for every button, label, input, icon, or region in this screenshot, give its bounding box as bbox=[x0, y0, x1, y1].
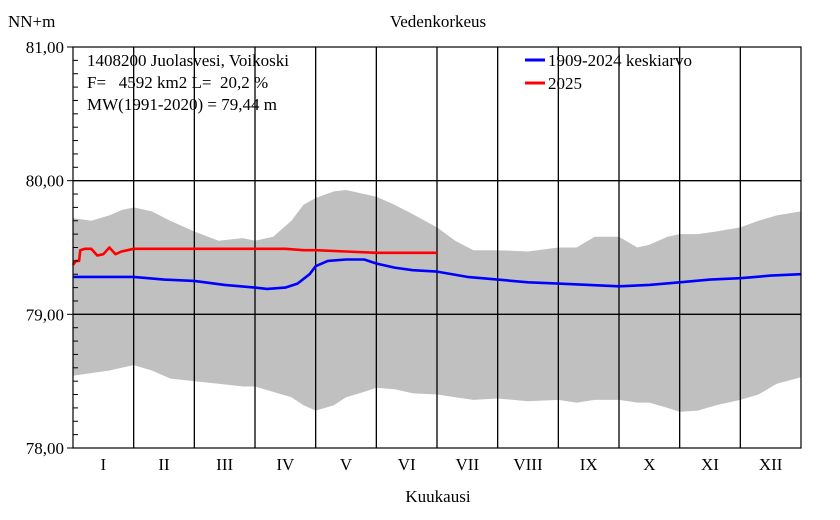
legend-label-current: 2025 bbox=[548, 74, 582, 93]
series-layer bbox=[71, 246, 802, 291]
y-tick-label: 81,00 bbox=[26, 38, 64, 57]
legend: 1909-2024 keskiarvo 2025 bbox=[525, 51, 692, 93]
legend-label-mean: 1909-2024 keskiarvo bbox=[548, 51, 692, 70]
x-tick-label: VII bbox=[456, 455, 480, 474]
x-tick-label: XII bbox=[759, 455, 783, 474]
current-series-line bbox=[71, 246, 437, 266]
y-tick-label: 80,00 bbox=[26, 172, 64, 191]
x-tick-label: V bbox=[340, 455, 353, 474]
mean-series-line bbox=[73, 258, 802, 291]
y-axis-label: NN+m bbox=[8, 12, 55, 31]
y-tick-label: 78,00 bbox=[26, 439, 64, 458]
x-tick-label: VIII bbox=[513, 455, 543, 474]
info-mean-water: MW(1991-2020) = 79,44 m bbox=[87, 95, 277, 114]
info-station: 1408200 Juolasvesi, Voikoski bbox=[87, 51, 289, 70]
chart-title: Vedenkorkeus bbox=[390, 12, 486, 31]
grid-layer bbox=[73, 47, 801, 448]
x-tick-label: IX bbox=[580, 455, 598, 474]
x-tick-label: IV bbox=[276, 455, 295, 474]
x-tick-label: II bbox=[158, 455, 170, 474]
x-tick-label: VI bbox=[398, 455, 416, 474]
info-area: F= 4592 km2 L= 20,2 % bbox=[87, 73, 268, 92]
x-axis-label: Kuukausi bbox=[405, 487, 470, 506]
y-tick-label: 79,00 bbox=[26, 305, 64, 324]
x-tick-label: X bbox=[643, 455, 655, 474]
x-tick-label: III bbox=[216, 455, 233, 474]
x-tick-label: XI bbox=[701, 455, 719, 474]
x-tick-label: I bbox=[100, 455, 106, 474]
